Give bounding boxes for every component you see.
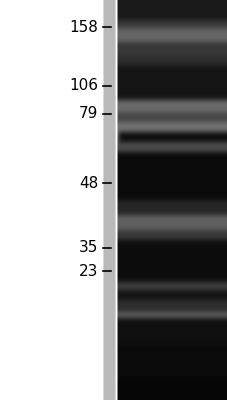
Text: 106: 106 <box>69 78 98 94</box>
Text: 79: 79 <box>79 106 98 122</box>
Text: 48: 48 <box>79 176 98 190</box>
Text: 35: 35 <box>79 240 98 256</box>
Text: 158: 158 <box>69 20 98 34</box>
Text: 23: 23 <box>79 264 98 278</box>
